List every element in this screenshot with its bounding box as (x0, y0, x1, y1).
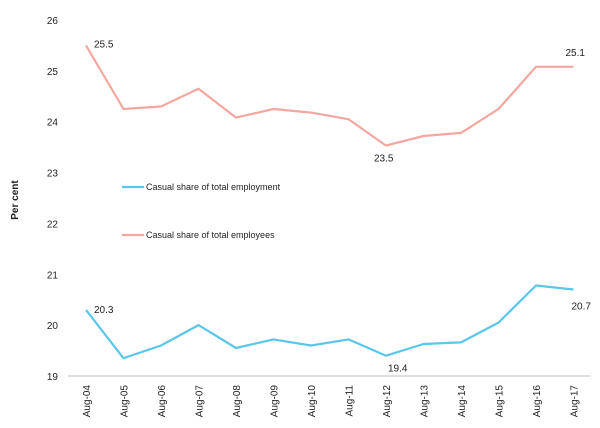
legend-label: Casual share of total employment (146, 182, 281, 192)
data-label: 25.1 (566, 48, 586, 59)
x-tick-label: Aug-06 (157, 385, 168, 418)
y-tick-label: 26 (47, 16, 59, 27)
x-tick-label: Aug-14 (457, 385, 468, 418)
series-lines (85, 44, 574, 360)
data-labels: 25.5 23.5 25.1 20.3 19.4 20.7 (94, 39, 591, 374)
x-tick-label: Aug-07 (195, 385, 206, 418)
data-label: 20.3 (94, 305, 114, 316)
series-line-1 (85, 44, 574, 147)
x-axis-ticks: Aug-04 Aug-05 Aug-06 Aug-07 Aug-08 Aug-09 Aug-… (82, 385, 581, 418)
legend-label: Casual share of total employees (146, 230, 275, 240)
data-label: 25.5 (94, 39, 114, 50)
x-tick-label: Aug-13 (420, 385, 431, 418)
y-tick-label: 20 (47, 321, 59, 332)
x-tick-label: Aug-09 (270, 385, 281, 418)
x-tick-label: Aug-05 (120, 385, 131, 418)
y-axis-label: Per cent (10, 180, 21, 220)
y-tick-label: 19 (47, 372, 59, 383)
legend: Casual share of total employment Casual s… (122, 182, 281, 240)
data-label: 20.7 (572, 302, 592, 313)
x-tick-label: Aug-15 (495, 385, 506, 418)
x-tick-label: Aug-17 (570, 385, 581, 418)
y-tick-label: 24 (47, 118, 59, 129)
data-label: 19.4 (388, 364, 408, 375)
x-tick-label: Aug-04 (82, 385, 93, 418)
y-tick-label: 21 (47, 270, 59, 281)
y-tick-label: 23 (47, 169, 59, 180)
x-tick-label: Aug-11 (345, 385, 356, 417)
x-tick-label: Aug-12 (382, 385, 393, 418)
data-label: 23.5 (374, 154, 394, 165)
series-line-0 (85, 284, 574, 360)
x-tick-label: Aug-10 (307, 385, 318, 418)
x-tick-label: Aug-08 (232, 385, 243, 418)
y-tick-label: 22 (47, 219, 59, 230)
x-tick-label: Aug-16 (532, 385, 543, 418)
y-tick-label: 25 (47, 67, 59, 78)
y-axis-ticks: 19 20 21 22 23 24 25 26 (47, 16, 59, 383)
